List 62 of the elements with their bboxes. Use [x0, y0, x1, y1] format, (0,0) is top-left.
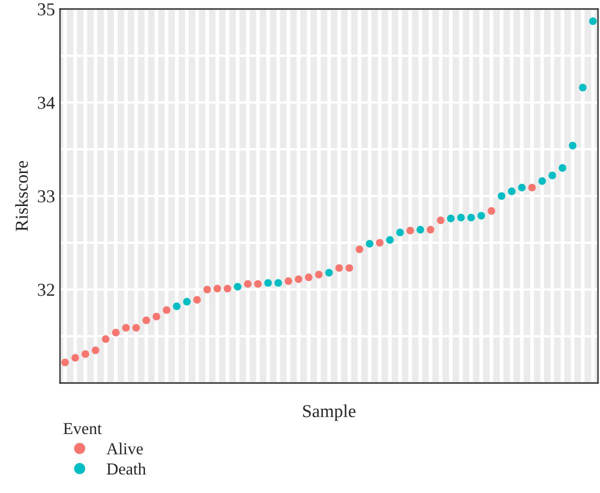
point	[264, 279, 272, 287]
point	[406, 226, 414, 234]
point	[142, 316, 150, 324]
point	[132, 324, 140, 332]
point	[92, 346, 100, 354]
point	[498, 192, 506, 200]
point	[508, 188, 516, 196]
point	[528, 184, 536, 192]
point	[325, 268, 333, 276]
legend-label: Death	[106, 462, 146, 475]
point	[183, 298, 191, 306]
y-tick-label: 34	[38, 96, 55, 109]
y-tick-label: 32	[38, 284, 54, 296]
point	[162, 306, 170, 314]
point	[61, 358, 69, 366]
point	[589, 17, 597, 25]
point	[274, 279, 282, 287]
point	[284, 277, 292, 285]
point	[366, 240, 374, 248]
point	[447, 214, 455, 222]
point	[376, 238, 384, 247]
point	[172, 302, 181, 310]
point	[548, 172, 556, 180]
point	[71, 354, 80, 362]
point	[578, 84, 587, 92]
point	[518, 184, 526, 192]
point	[122, 324, 130, 332]
point	[386, 236, 394, 244]
point	[315, 270, 323, 278]
point	[457, 214, 465, 222]
legend-label: Alive	[106, 442, 143, 454]
point	[234, 282, 242, 290]
point	[436, 216, 444, 224]
point	[82, 350, 90, 358]
point	[335, 264, 343, 272]
point	[396, 228, 404, 236]
point	[477, 212, 486, 220]
point	[112, 328, 120, 336]
point	[203, 286, 211, 294]
point	[224, 284, 232, 292]
point	[102, 335, 110, 343]
point	[538, 177, 546, 185]
point	[346, 264, 354, 272]
point	[254, 280, 262, 288]
point	[488, 207, 496, 215]
y-tick-label: 33	[38, 190, 54, 202]
point	[356, 245, 364, 254]
point	[294, 275, 302, 284]
y-axis-title: Riskscore	[15, 161, 28, 232]
point	[304, 274, 312, 282]
point	[193, 296, 201, 304]
point	[467, 214, 475, 222]
point	[568, 142, 576, 150]
point	[426, 226, 434, 234]
x-axis-title: Sample	[303, 404, 356, 421]
point	[214, 284, 222, 292]
y-tick-label: 35	[38, 3, 54, 16]
point	[416, 226, 424, 234]
point	[558, 164, 566, 172]
point	[152, 312, 160, 320]
point	[244, 280, 252, 288]
legend-title: Event	[63, 423, 102, 434]
